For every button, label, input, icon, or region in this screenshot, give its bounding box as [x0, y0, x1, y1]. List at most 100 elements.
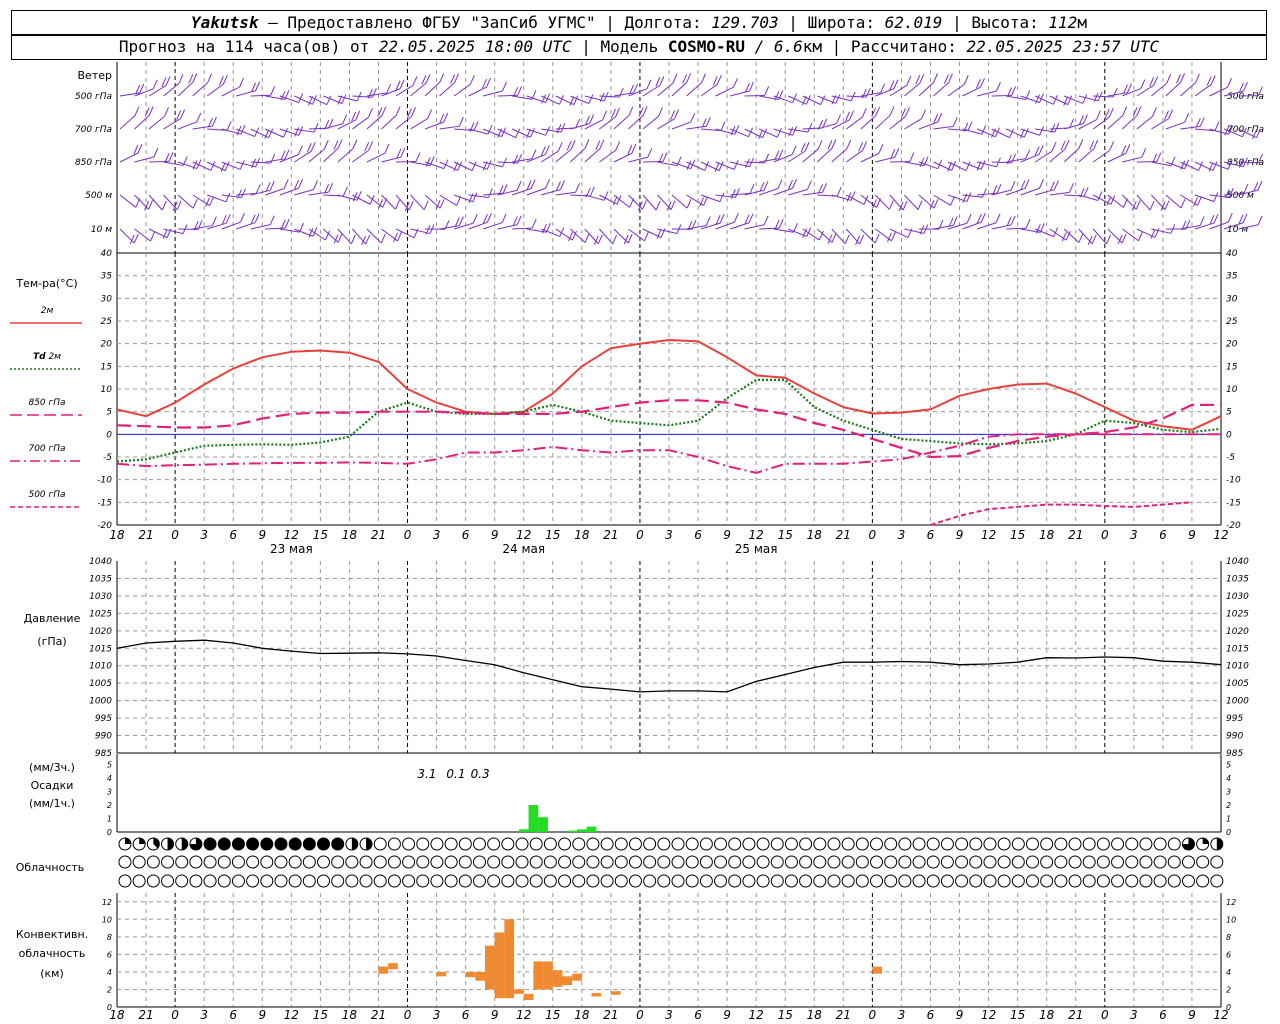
wind-barb-feather [365, 142, 369, 151]
wind-barb-feather [632, 144, 636, 153]
wind-barb-feather [905, 107, 909, 116]
wind-barb-feather [1142, 148, 1146, 157]
wind-barb-feather [901, 108, 905, 117]
wind-barb-shaft [861, 153, 879, 162]
wind-barb-feather [920, 74, 924, 83]
wind-barb-feather [474, 122, 478, 131]
wind-barb-feather [1012, 154, 1016, 163]
wind-barb-shaft [149, 161, 169, 162]
wind-barb-feather [225, 162, 229, 171]
wind-barb-feather [643, 106, 647, 115]
wind-barb-shaft [236, 91, 255, 96]
wind-barb-feather [1061, 141, 1065, 150]
cloud-circle [431, 875, 443, 887]
wind-barb-feather [166, 76, 170, 85]
x-hour-label: 18 [807, 528, 823, 542]
wind-barb-feather [473, 193, 477, 202]
x-hour-label: 0 [869, 528, 877, 542]
x-hour-label-bottom: 15 [778, 1008, 793, 1022]
wind-barb-shaft [759, 228, 779, 229]
x-hour-label-bottom: 9 [723, 1008, 731, 1022]
wind-barb-feather [966, 162, 970, 171]
wind-barb-shaft [599, 117, 615, 129]
wind-barb-feather [934, 73, 938, 82]
wind-barb-feather [1181, 199, 1185, 208]
wind-barb-feather [734, 213, 738, 222]
wind-barb-feather [518, 86, 522, 95]
legend-label-level: 500 гПа [28, 490, 65, 500]
wind-barb-feather [823, 183, 827, 192]
x-hour-label-bottom: 6 [927, 1008, 935, 1022]
x-day-label: 25 мая [735, 542, 778, 556]
cloud-fill-full [289, 838, 301, 850]
wind-barb-feather [589, 94, 593, 103]
wind-barb-feather [197, 113, 201, 122]
x-hour-label-bottom: 9 [956, 1008, 964, 1022]
cloud-circle [1197, 856, 1209, 868]
x-hour-label: 12 [981, 528, 996, 542]
wind-barb-feather [656, 77, 660, 86]
conv-bar [562, 976, 572, 985]
wind-barb-feather [576, 183, 580, 192]
cloud-circle [502, 856, 514, 868]
cloud-circle [871, 875, 883, 887]
wind-barb-shaft [236, 223, 255, 229]
cloud-circle [1069, 838, 1081, 850]
wind-barb-shaft [1166, 122, 1185, 129]
wind-barb-shaft [207, 84, 223, 96]
wind-barb-feather [763, 129, 767, 138]
cloud-circle [431, 838, 443, 850]
wind-barb-feather [422, 75, 426, 84]
wind-barb-feather [881, 84, 885, 93]
cloud-circle [1154, 856, 1166, 868]
wind-level-label-left: 500 м [85, 191, 112, 201]
cloud-circle [658, 856, 670, 868]
wind-barb-feather [532, 150, 536, 159]
wind-barb-feather [457, 196, 461, 205]
cloud-circle [275, 875, 287, 887]
wind-barb-feather [1065, 140, 1069, 149]
x-hour-label: 6 [229, 528, 237, 542]
wind-barb-shaft [541, 189, 560, 195]
x-hour-label-bottom: 18 [807, 1008, 823, 1022]
cloud-circle [842, 838, 854, 850]
cloud-circle [629, 856, 641, 868]
cloud-circle [275, 856, 287, 868]
cloud-circle [261, 856, 273, 868]
wind-barb-feather [396, 106, 400, 115]
conv-bar [437, 972, 447, 976]
wind-barb-feather [338, 139, 342, 148]
x-hour-label: 9 [1188, 528, 1196, 542]
cloud-circle [785, 875, 797, 887]
cloud-circle [530, 838, 542, 850]
wind-barb-feather [1150, 77, 1154, 86]
cloud-circle [190, 856, 202, 868]
precipitation-panel: 0 01 12 23 34 45 5(мм/3ч.)Осадки(мм/1ч.)3.1 0.1… [29, 753, 1231, 837]
legend-label: 500 гПа [28, 490, 65, 500]
cloud-circle [998, 838, 1010, 850]
cloud-circle [1055, 856, 1067, 868]
wind-barb-feather [1210, 215, 1214, 224]
wind-barb-feather [875, 234, 879, 243]
wind-barb-feather [720, 193, 724, 202]
x-hour-label: 12 [284, 528, 299, 542]
wind-barb-feather [385, 144, 389, 153]
x-hour-label-bottom: 12 [284, 1008, 299, 1022]
cloud-circle [459, 838, 471, 850]
pres-ytick-right: 1040 [1226, 557, 1249, 567]
wind-barb-feather [219, 76, 223, 85]
cloud-circle [1154, 875, 1166, 887]
wind-barb-feather [1136, 200, 1140, 209]
cloud-circle [984, 838, 996, 850]
cloud-circle [473, 838, 485, 850]
wind-barb-feather [1084, 187, 1088, 196]
x-hour-label-bottom: 3 [1130, 1008, 1138, 1022]
x-hour-label: 3 [200, 528, 208, 542]
wind-barb-feather [837, 115, 841, 124]
cloud-circle [1140, 856, 1152, 868]
conv-ytick-right: 8 [1226, 933, 1231, 942]
cloud-circle [927, 838, 939, 850]
wind-barb-feather [745, 215, 749, 224]
cloud-circle [913, 856, 925, 868]
cloud-circle [587, 856, 599, 868]
